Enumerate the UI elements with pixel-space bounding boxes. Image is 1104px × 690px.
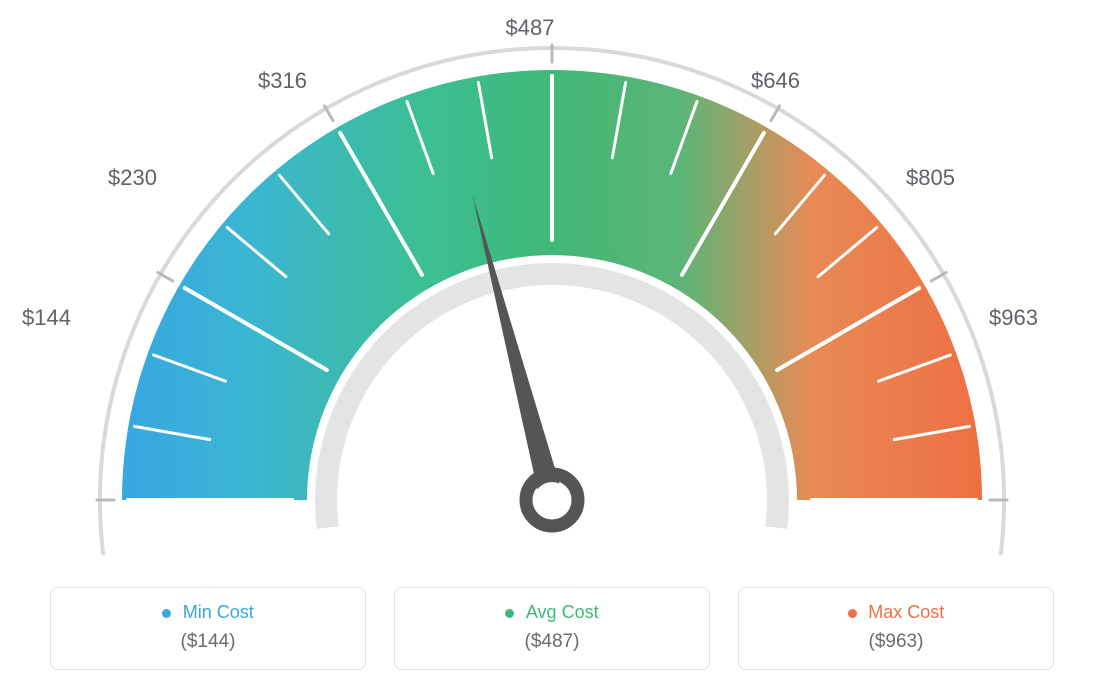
gauge-tick-label: $646 bbox=[751, 68, 800, 94]
legend-title-avg: Avg Cost bbox=[526, 602, 599, 622]
dot-icon bbox=[848, 609, 857, 618]
legend-title-min: Min Cost bbox=[183, 602, 254, 622]
gauge-tick-label: $230 bbox=[108, 165, 157, 191]
legend-card-max: Max Cost ($963) bbox=[738, 587, 1054, 670]
gauge-svg bbox=[0, 0, 1104, 560]
dot-icon bbox=[505, 609, 514, 618]
gauge-tick-label: $316 bbox=[258, 68, 307, 94]
legend-row: Min Cost ($144) Avg Cost ($487) Max Cost… bbox=[0, 587, 1104, 670]
gauge-tick-label: $805 bbox=[906, 165, 955, 191]
gauge-tick-label: $963 bbox=[989, 305, 1038, 331]
legend-value-avg: ($487) bbox=[405, 631, 699, 653]
legend-card-min: Min Cost ($144) bbox=[50, 587, 366, 670]
legend-card-avg: Avg Cost ($487) bbox=[394, 587, 710, 670]
cost-gauge: $144 $230 $316 $487 $646 $805 $963 bbox=[0, 0, 1104, 560]
legend-title-max: Max Cost bbox=[868, 602, 944, 622]
dot-icon bbox=[162, 609, 171, 618]
gauge-tick-label: $487 bbox=[506, 15, 555, 41]
legend-value-min: ($144) bbox=[61, 631, 355, 653]
gauge-tick-label: $144 bbox=[22, 305, 71, 331]
legend-value-max: ($963) bbox=[749, 631, 1043, 653]
